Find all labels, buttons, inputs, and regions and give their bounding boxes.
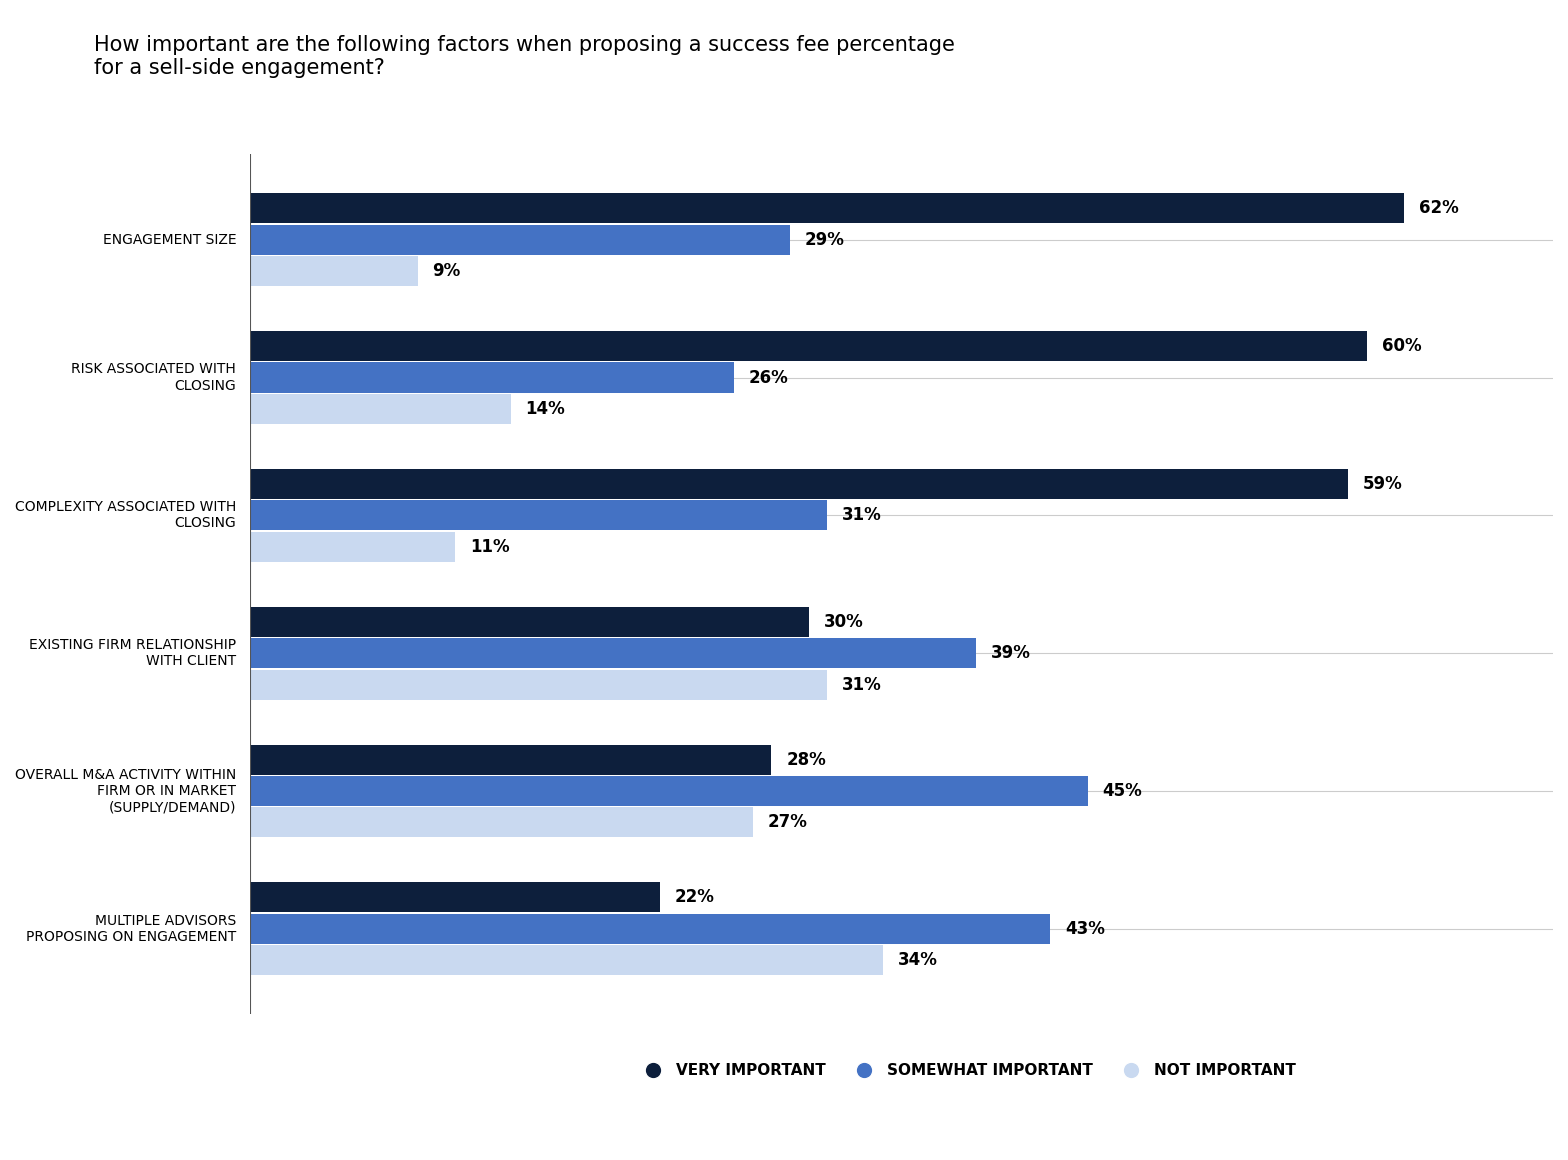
Legend: VERY IMPORTANT, SOMEWHAT IMPORTANT, NOT IMPORTANT: VERY IMPORTANT, SOMEWHAT IMPORTANT, NOT … [632, 1057, 1301, 1083]
Text: 34%: 34% [898, 951, 938, 969]
Bar [251, 607, 809, 637]
Bar [251, 669, 828, 699]
Bar [251, 500, 828, 530]
Text: 62%: 62% [1419, 200, 1458, 217]
Text: 31%: 31% [842, 506, 881, 524]
Text: 59%: 59% [1363, 474, 1403, 493]
Bar [251, 225, 790, 255]
Bar [251, 745, 771, 775]
Bar [251, 394, 511, 423]
Text: 43%: 43% [1065, 920, 1105, 937]
Text: 27%: 27% [768, 813, 808, 832]
Text: 45%: 45% [1102, 782, 1143, 800]
Bar [251, 807, 753, 838]
Text: 22%: 22% [674, 889, 715, 906]
Bar [251, 914, 1051, 944]
Bar [251, 945, 883, 976]
Text: 14%: 14% [525, 400, 566, 418]
Bar [251, 469, 1348, 499]
Text: 60%: 60% [1381, 338, 1421, 355]
Text: 9%: 9% [433, 262, 461, 280]
Text: 39%: 39% [991, 644, 1030, 662]
Bar [251, 331, 1367, 361]
Text: 28%: 28% [786, 751, 826, 769]
Bar [251, 638, 975, 668]
Text: 31%: 31% [842, 675, 881, 694]
Text: 29%: 29% [804, 231, 845, 248]
Bar [251, 362, 734, 392]
Text: 11%: 11% [470, 538, 510, 556]
Bar [251, 531, 455, 561]
Bar [251, 883, 660, 913]
Text: 30%: 30% [823, 612, 862, 631]
Text: How important are the following factors when proposing a success fee percentage
: How important are the following factors … [94, 35, 955, 78]
Bar [251, 256, 417, 287]
Bar [251, 194, 1403, 224]
Text: 26%: 26% [750, 369, 789, 386]
Bar [251, 776, 1088, 806]
